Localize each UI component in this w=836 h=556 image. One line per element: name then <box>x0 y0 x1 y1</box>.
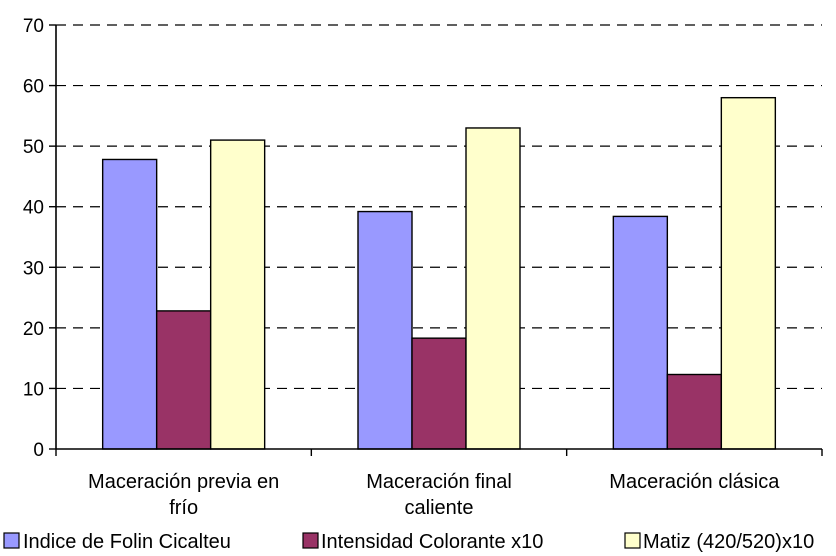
legend-swatch <box>3 532 20 549</box>
bar-1-1 <box>101 158 158 450</box>
category-labels: Maceración previa en frío Maceración final… <box>88 471 780 519</box>
y-tick-label: 20 <box>23 319 44 340</box>
bar-2-2 <box>411 337 467 450</box>
legend-label: Matiz (420/520)x10 <box>643 531 814 553</box>
y-tick-label: 10 <box>23 379 44 400</box>
y-tick-label: 30 <box>23 258 44 279</box>
bar-1-3 <box>612 215 669 450</box>
category-label: Maceración previa en frío <box>88 471 279 519</box>
y-tick-label: 0 <box>33 440 44 461</box>
legend-swatch <box>302 532 319 549</box>
legend: Indice de Folin Cicalteu Intensidad Color… <box>3 531 814 553</box>
legend-label: Intensidad Colorante x10 <box>321 531 543 553</box>
y-tick-label: 40 <box>23 198 44 219</box>
bar-2-1 <box>155 310 212 450</box>
y-tick-labels: 0 10 20 30 40 50 60 70 <box>23 16 44 461</box>
y-tick-label: 70 <box>23 16 44 37</box>
legend-swatch <box>624 532 641 549</box>
axes <box>49 24 823 456</box>
legend-label: Indice de Folin Cicalteu <box>23 531 231 553</box>
y-tick-label: 50 <box>23 137 44 158</box>
bar-3-3 <box>720 96 777 450</box>
category-label: Maceración clásica <box>609 471 780 493</box>
bars <box>101 96 777 450</box>
bar-2-3 <box>666 373 723 450</box>
bar-3-2 <box>465 127 521 450</box>
bar-3-1 <box>209 139 266 450</box>
y-tick-label: 60 <box>23 77 44 98</box>
bar-1-2 <box>357 210 413 450</box>
category-label: Maceración final caliente <box>366 471 512 519</box>
